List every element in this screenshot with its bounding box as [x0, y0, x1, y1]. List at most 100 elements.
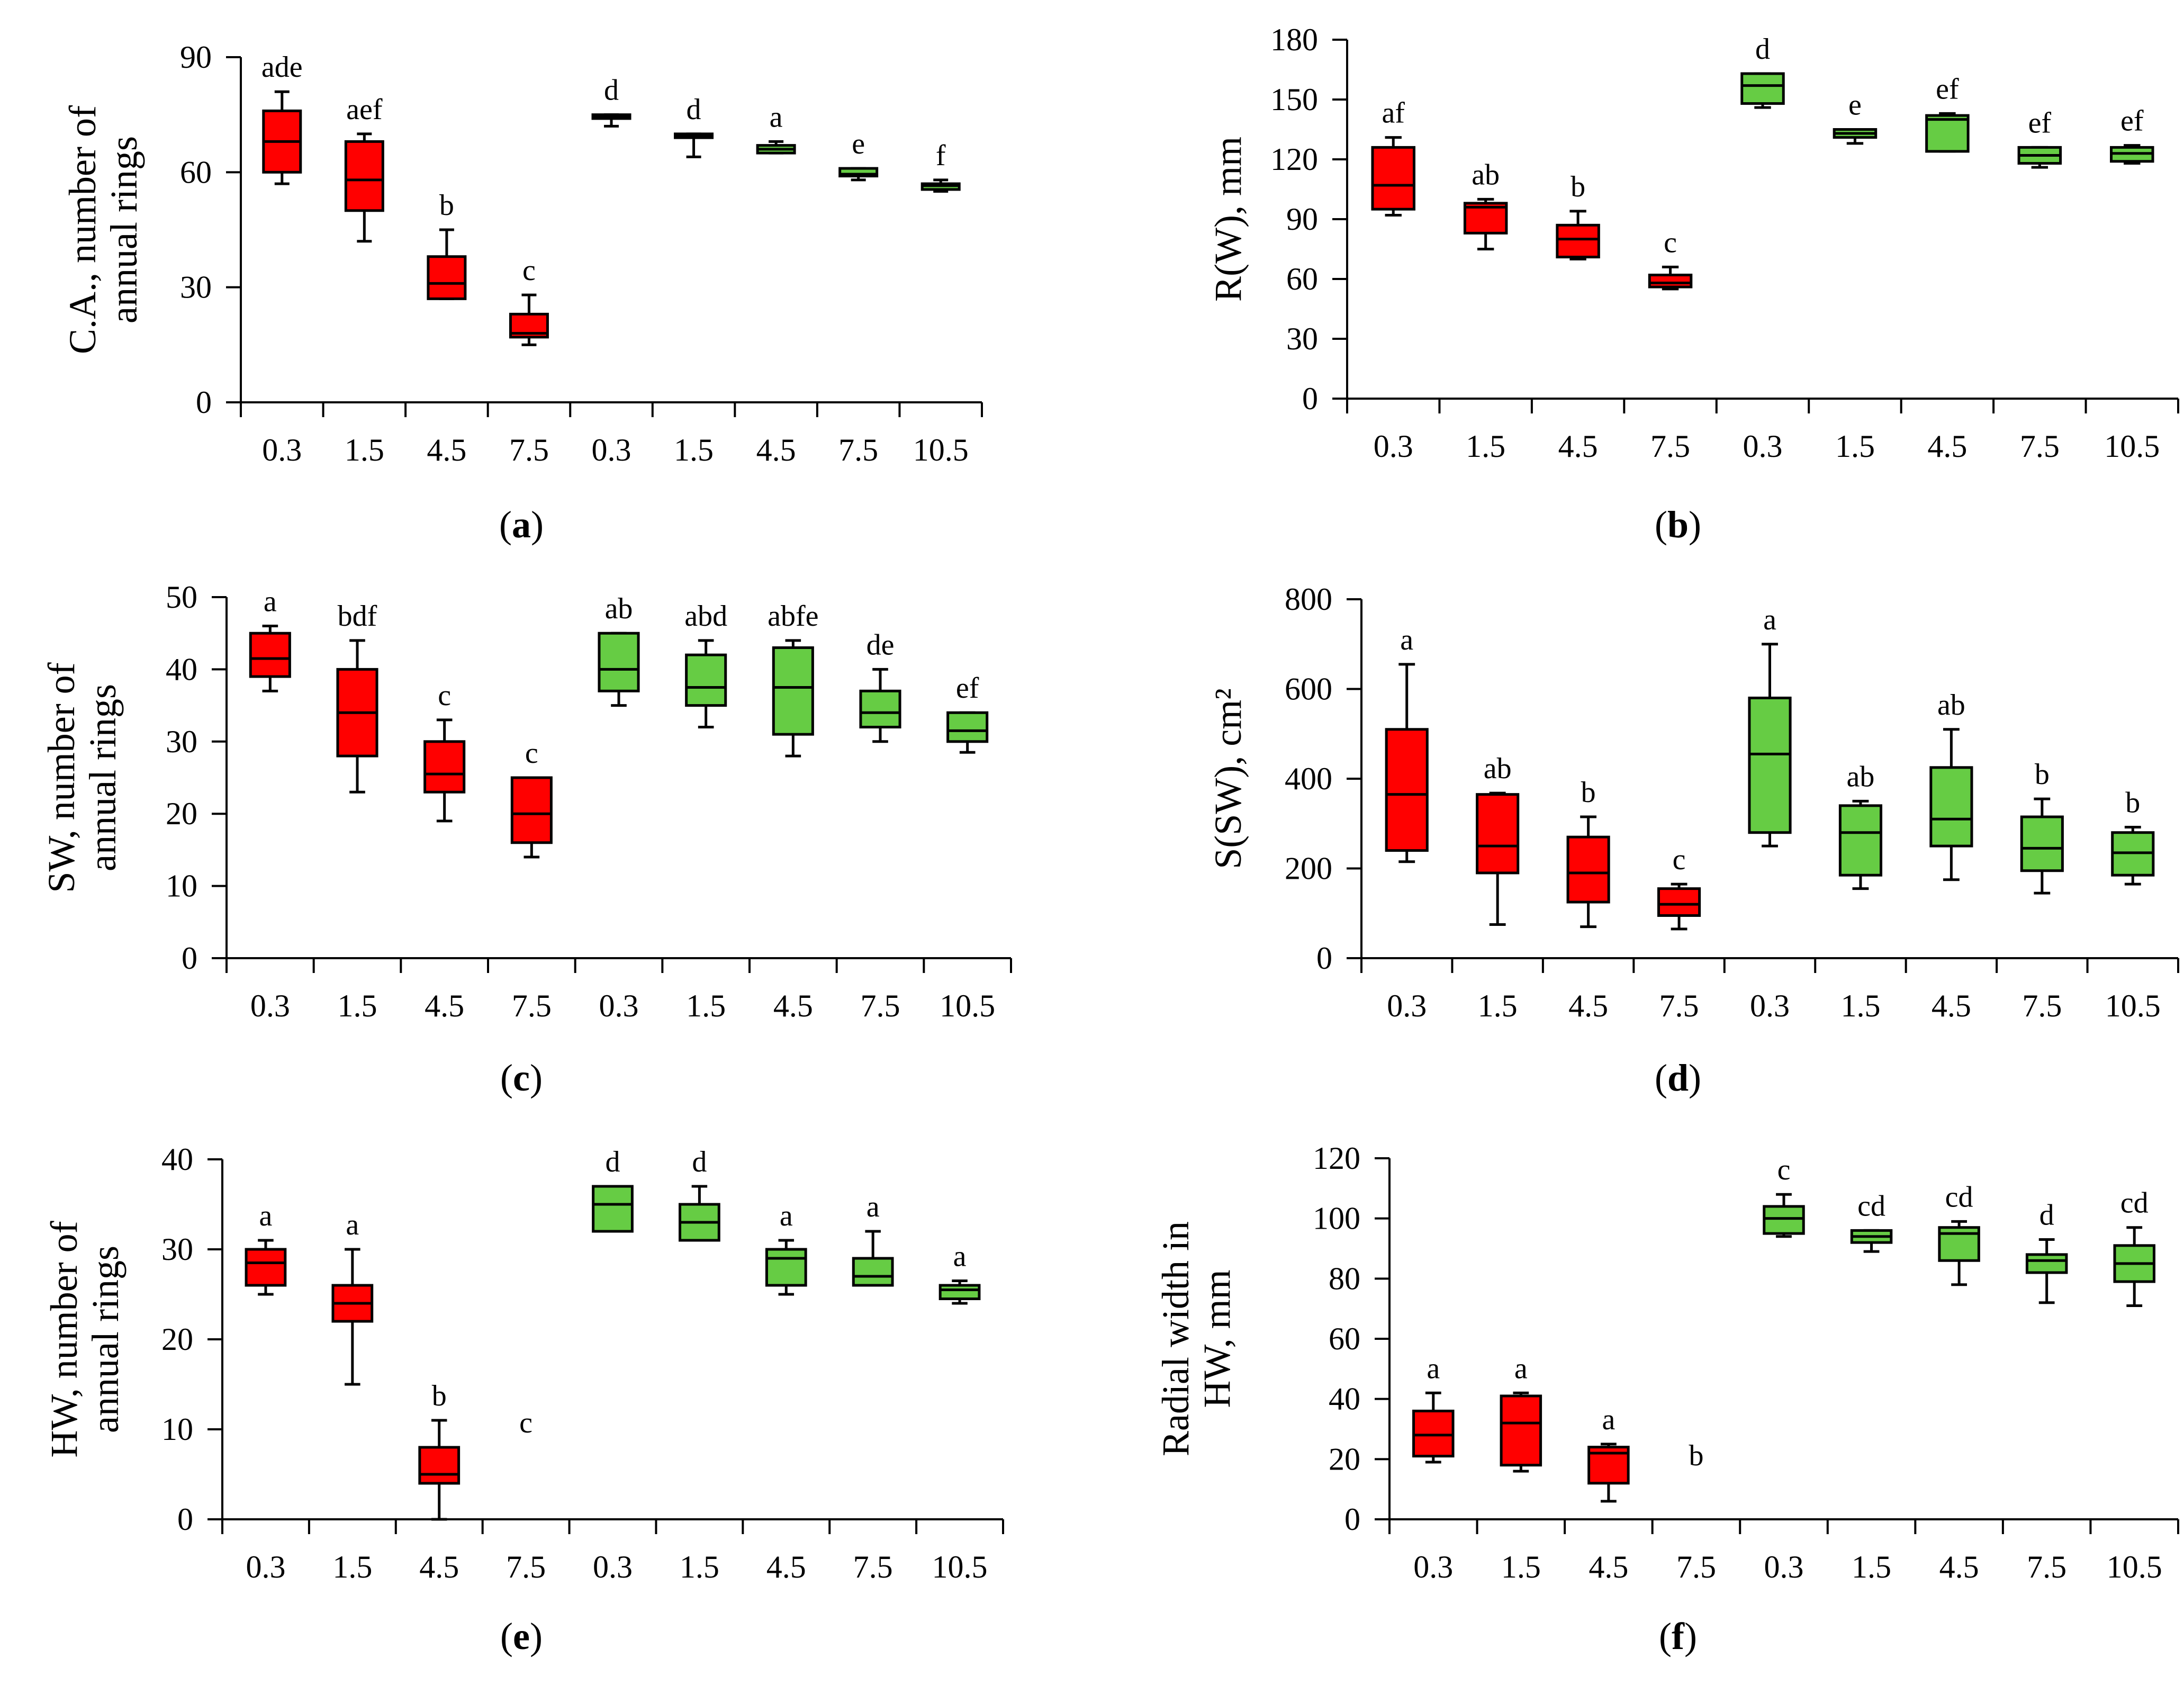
- box-plot-d-2: [1566, 815, 1610, 929]
- y-tick-label: 90: [1286, 202, 1318, 237]
- box-plot-c-4: [598, 632, 640, 707]
- caption-close-paren: ): [1684, 1615, 1697, 1657]
- box-plot-b-4: [1740, 72, 1785, 109]
- caption-close-paren: ): [1689, 503, 1701, 546]
- x-tick-label: 1.5: [1840, 988, 1880, 1023]
- box-plot-f-0: [1412, 1391, 1455, 1464]
- box-plot-f-2: [1587, 1443, 1630, 1503]
- significance-label: a: [1763, 603, 1776, 636]
- significance-label: e: [1848, 89, 1862, 122]
- y-tick-label: 400: [1285, 761, 1332, 796]
- significance-label: ef: [956, 672, 979, 705]
- significance-label: cd: [2120, 1187, 2149, 1220]
- y-tick-label: 0: [196, 385, 212, 420]
- x-tick-label: 10.5: [2104, 429, 2160, 464]
- box-body: [1500, 1394, 1542, 1467]
- y-tick-label: 40: [166, 652, 197, 687]
- significance-label: aef: [346, 93, 383, 126]
- box-plot-f-7: [2025, 1238, 2068, 1304]
- caption-open-paren: (: [499, 503, 512, 546]
- panel-caption: (c): [500, 1057, 543, 1099]
- box-plot-c-2: [423, 718, 466, 823]
- significance-label: ab: [1937, 689, 1965, 722]
- significance-label: b: [1689, 1439, 1703, 1472]
- significance-label: a: [1400, 624, 1413, 656]
- box-body: [765, 1248, 807, 1287]
- box-plot-d-6: [1929, 728, 1973, 881]
- y-tick-label: 100: [1313, 1201, 1360, 1236]
- y-tick-label: 120: [1313, 1141, 1360, 1176]
- x-tick-label: 0.3: [246, 1549, 285, 1584]
- x-tick-label: 7.5: [506, 1549, 546, 1584]
- significance-label: b: [2125, 787, 2140, 819]
- caption-letter: e: [513, 1615, 530, 1657]
- box-plot-b-1: [1463, 197, 1508, 250]
- box-body: [2025, 1253, 2068, 1274]
- y-axis-title-line: annual rings: [82, 684, 124, 871]
- caption-letter: b: [1667, 503, 1689, 546]
- x-tick-label: 1.5: [680, 1549, 719, 1584]
- x-tick-label: 1.5: [1835, 429, 1875, 464]
- y-tick-label: 0: [1344, 1502, 1360, 1537]
- y-tick-label: 150: [1270, 82, 1318, 117]
- y-axis-title: S(SW), cm²: [1207, 688, 1249, 869]
- x-tick-label: 0.3: [1387, 988, 1427, 1023]
- significance-label: de: [867, 628, 895, 661]
- box-body: [1385, 728, 1429, 852]
- significance-label: abfe: [768, 600, 818, 633]
- box-body: [1566, 835, 1610, 904]
- x-tick-label: 4.5: [419, 1549, 459, 1584]
- significance-label: c: [1673, 843, 1686, 876]
- x-tick-label: 0.3: [1743, 429, 1783, 464]
- x-tick-label: 4.5: [1558, 429, 1598, 464]
- box-plot-e-7: [852, 1230, 894, 1287]
- x-tick-label: 0.3: [1374, 429, 1413, 464]
- y-axis-title-line: Radial width in: [1154, 1221, 1197, 1456]
- box-plot-e-5: [679, 1185, 720, 1242]
- significance-label: abd: [684, 600, 727, 633]
- caption-close-paren: ): [530, 1615, 543, 1657]
- box-body: [1925, 114, 1970, 153]
- box-plot-a-7: [838, 167, 879, 182]
- x-tick-label: 7.5: [509, 432, 549, 467]
- x-tick-label: 0.3: [599, 988, 639, 1023]
- box-body: [1929, 766, 1973, 848]
- box-plot-d-4: [1748, 643, 1792, 848]
- chart-panel-e: 0 10 20 30 40 0.3 1.5 4.5 7.5 0.3 1.5 4.5 7.5 10.5 a a b…: [43, 1142, 1004, 1657]
- significance-label: a: [346, 1209, 359, 1241]
- x-tick-label: 7.5: [2020, 429, 2060, 464]
- significance-label: cd: [1945, 1181, 1973, 1213]
- x-tick-label: 0.3: [262, 432, 302, 467]
- box-body: [1412, 1409, 1455, 1458]
- significance-label: ab: [605, 592, 633, 625]
- box-plot-c-3: [510, 776, 553, 859]
- y-tick-label: 10: [161, 1412, 193, 1447]
- significance-label: a: [770, 101, 783, 133]
- x-tick-label: 7.5: [1676, 1549, 1716, 1584]
- y-axis-title: SW, number ofannual rings: [40, 662, 124, 893]
- significance-label: a: [1427, 1352, 1440, 1385]
- y-tick-label: 50: [166, 580, 197, 615]
- y-tick-label: 30: [1286, 321, 1318, 356]
- y-tick-label: 90: [180, 40, 212, 75]
- significance-label: a: [264, 585, 277, 618]
- x-tick-label: 4.5: [425, 988, 464, 1023]
- x-tick-label: 4.5: [756, 432, 796, 467]
- box-body: [245, 1248, 287, 1287]
- box-plot-e-4: [592, 1185, 634, 1233]
- significance-label: cd: [1857, 1190, 1885, 1222]
- panel-caption: (e): [500, 1615, 543, 1657]
- x-tick-label: 4.5: [1927, 429, 1967, 464]
- significance-label: b: [439, 189, 454, 222]
- caption-letter: f: [1672, 1615, 1685, 1657]
- significance-label: ef: [2028, 106, 2052, 139]
- significance-label: b: [1581, 776, 1596, 809]
- x-tick-label: 7.5: [861, 988, 900, 1023]
- x-tick-label: 1.5: [1852, 1549, 1891, 1584]
- box-body: [344, 140, 384, 212]
- box-plot-b-3: [1648, 265, 1693, 291]
- y-tick-label: 10: [166, 869, 197, 904]
- box-body: [1648, 273, 1693, 289]
- x-tick-label: 0.3: [250, 988, 290, 1023]
